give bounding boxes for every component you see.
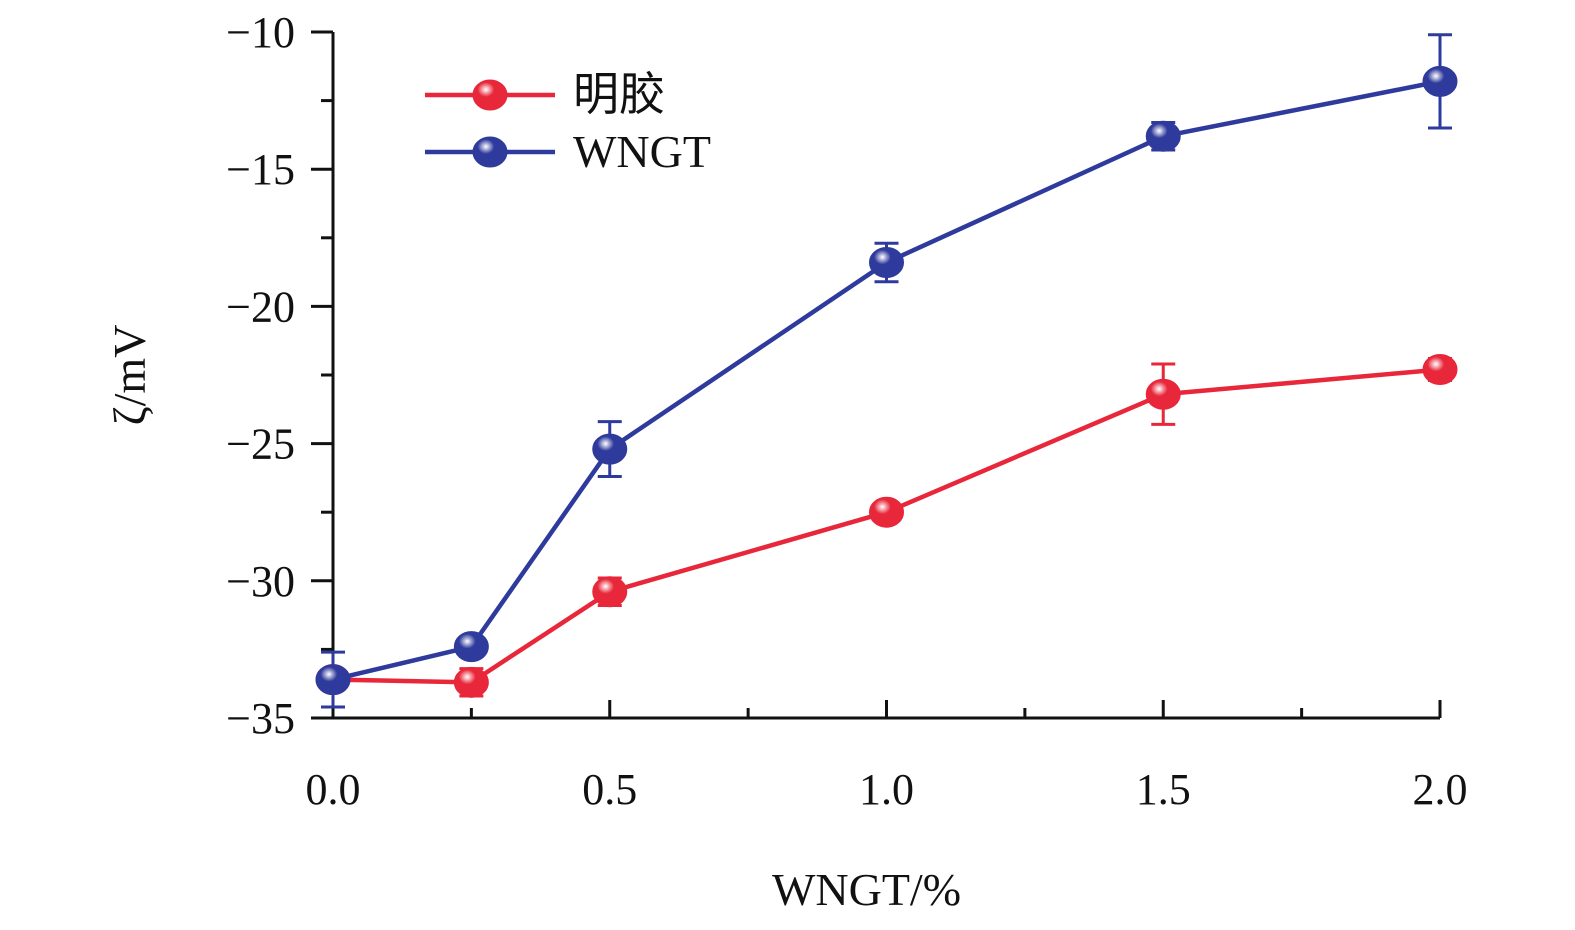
data-point [592, 433, 628, 465]
ticks [311, 30, 1442, 720]
y-axis-title: ζ/mV [104, 325, 155, 426]
y-tick-label: −10 [226, 8, 295, 57]
series-line [332, 367, 1441, 685]
data-point [315, 664, 351, 696]
data-point [592, 576, 628, 608]
legend: 明胶 WNGT [425, 69, 711, 177]
tick-labels: −35 −30 −25 −20 −15 −10 0.0 0.5 1.0 1.5 2.0 [226, 8, 1467, 814]
x-tick-label: 0.0 [306, 765, 361, 814]
series-line [332, 79, 1441, 682]
legend-marker [472, 136, 508, 168]
legend-label: WNGT [573, 126, 711, 177]
y-tick-label: −25 [226, 420, 295, 469]
x-axis-title: WNGT/% [772, 864, 961, 915]
data-point [869, 246, 904, 278]
legend-item-2: WNGT [425, 126, 711, 177]
axes [331, 32, 1440, 720]
data-point [1422, 354, 1458, 386]
y-tick-label: −20 [226, 282, 295, 331]
x-tick-label: 1.0 [859, 765, 914, 814]
x-tick-label: 0.5 [582, 765, 637, 814]
series-layer [315, 33, 1458, 709]
x-tick-label: 1.5 [1136, 765, 1191, 814]
y-tick-label: −15 [226, 145, 295, 194]
data-point [453, 666, 489, 698]
y-tick-label: −30 [226, 557, 295, 606]
legend-marker [472, 79, 508, 111]
legend-label: 明胶 [573, 69, 665, 120]
data-point [1422, 65, 1458, 97]
data-point [1145, 378, 1181, 410]
x-tick-label: 2.0 [1413, 765, 1468, 814]
data-point [869, 496, 904, 528]
y-tick-label: −35 [226, 694, 295, 743]
legend-item-1: 明胶 [425, 69, 665, 120]
data-point [453, 631, 489, 663]
series-2 [315, 33, 1458, 709]
data-point [1145, 120, 1181, 152]
